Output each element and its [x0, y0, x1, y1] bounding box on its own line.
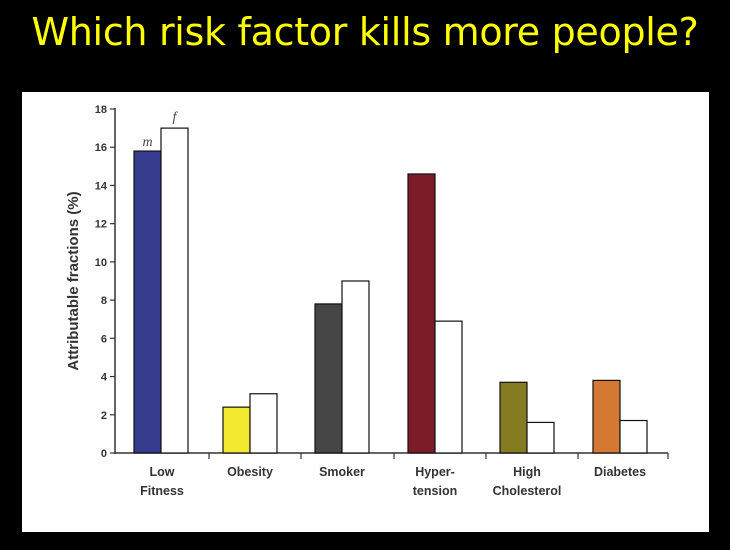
slide-title: Which risk factor kills more people? [31, 10, 699, 54]
category-label: High [513, 465, 541, 479]
chart-panel: 0 2 4 6 8 10 12 14 16 18 Attributable fractions (%… [22, 92, 709, 532]
bar-female [249, 393, 278, 454]
bar-female [526, 421, 555, 454]
bar-female [160, 127, 189, 454]
series-label-f: f [173, 110, 179, 125]
bar-male [222, 406, 251, 454]
y-tick-label: 18 [95, 104, 107, 116]
category-label: Fitness [140, 484, 184, 498]
bar-male [592, 379, 621, 454]
bar-female [619, 419, 648, 454]
y-tick-label: 8 [101, 295, 107, 307]
bar-male [407, 173, 436, 454]
bar-female [434, 320, 463, 454]
bar-male [499, 381, 528, 454]
category-label: Obesity [227, 465, 273, 479]
series-label-m: m [142, 135, 152, 150]
y-tick-label: 16 [95, 142, 107, 154]
category-label: tension [413, 484, 457, 498]
y-tick-label: 10 [95, 257, 107, 269]
category-label: Diabetes [594, 465, 646, 479]
bar-male [314, 303, 343, 454]
category-label: Smoker [319, 465, 365, 479]
chart-bars [133, 127, 648, 454]
y-axis-title: Attributable fractions (%) [65, 191, 82, 370]
y-tick-label: 4 [101, 372, 108, 384]
y-tick-label: 14 [95, 180, 108, 192]
bar-chart: 0 2 4 6 8 10 12 14 16 18 Attributable fractions (%… [65, 104, 669, 498]
y-tick-label: 0 [101, 448, 107, 460]
y-tick-label: 12 [95, 219, 107, 231]
bar-female [341, 280, 370, 454]
y-tick-label: 2 [101, 410, 107, 422]
chart-axes [110, 108, 669, 459]
y-tick-label: 6 [101, 333, 107, 345]
category-label: Cholesterol [493, 484, 562, 498]
category-label: Low [150, 465, 175, 479]
bar-male [133, 150, 162, 454]
category-label: Hyper- [415, 465, 455, 479]
chart-labels: 0 2 4 6 8 10 12 14 16 18 Attributable fractions (%… [65, 104, 646, 498]
